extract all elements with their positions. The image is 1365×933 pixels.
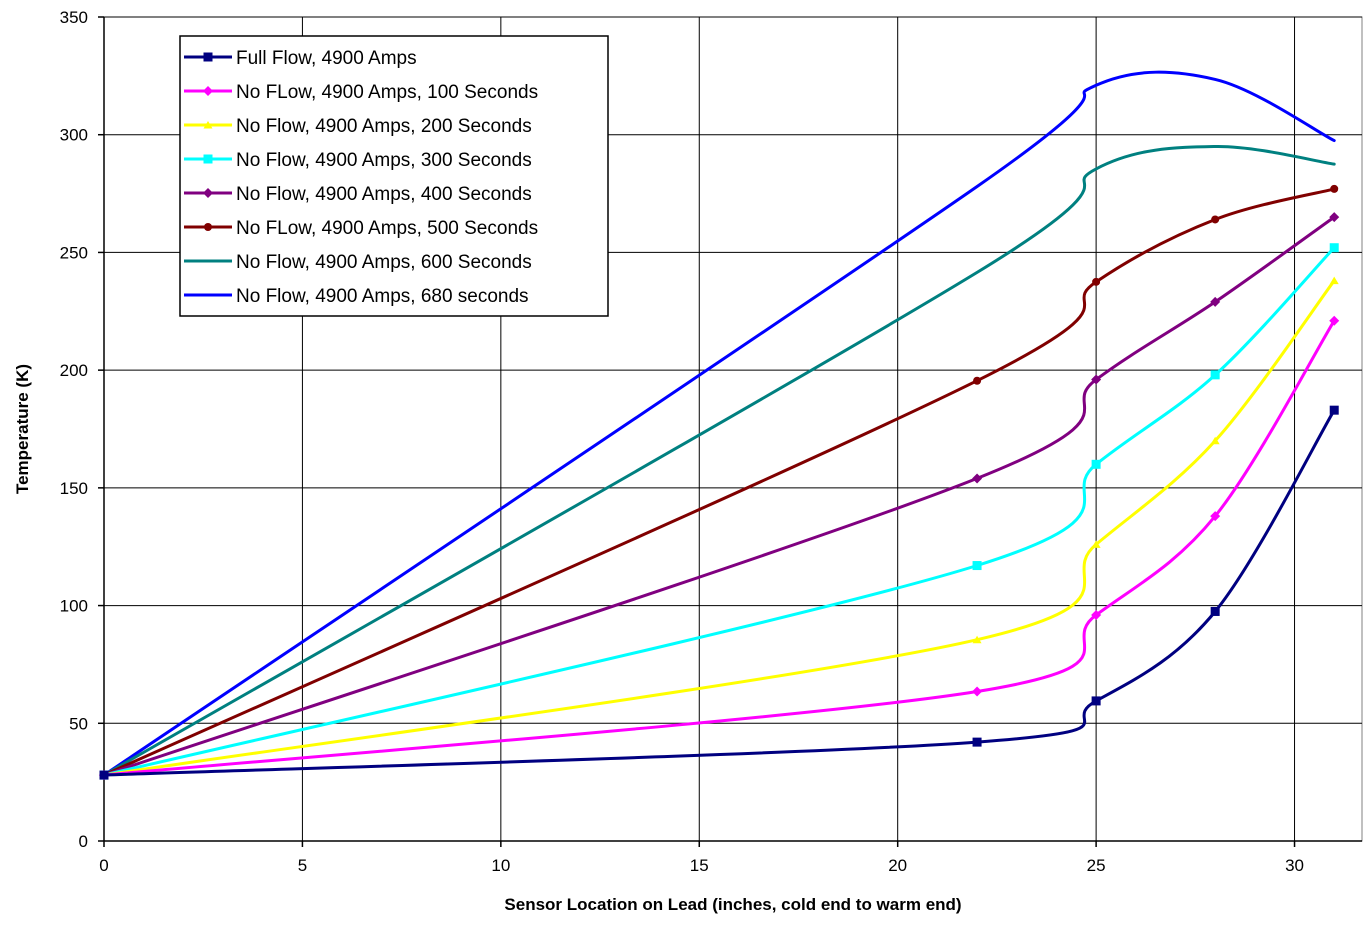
- data-point: [972, 635, 982, 644]
- series-line: [102, 279, 1336, 777]
- series: [99, 70, 1340, 781]
- legend-swatch-marker: [203, 188, 213, 198]
- data-point: [1330, 184, 1339, 193]
- x-tick-label: 25: [1087, 856, 1106, 875]
- y-tick-label: 150: [60, 479, 88, 498]
- series-line: [102, 319, 1336, 777]
- data-point: [1329, 405, 1339, 415]
- data-point: [1091, 459, 1101, 469]
- data-point: [1091, 540, 1101, 548]
- series-2: [99, 315, 1340, 781]
- data-point: [1210, 606, 1220, 616]
- series-line: [102, 246, 1336, 777]
- data-point: [972, 561, 982, 571]
- ticks: 0 50 100 150 200 250 300 350 0 5 10 15 20 25 30: [60, 8, 1304, 875]
- y-tick-label: 100: [60, 597, 88, 616]
- data-point: [1210, 370, 1220, 380]
- legend-swatch-marker: [203, 154, 213, 164]
- data-point: [1211, 215, 1220, 224]
- series-7: [102, 144, 1336, 777]
- legend-item: No Flow, 4900 Amps, 680 seconds: [184, 286, 529, 307]
- data-point: [1329, 212, 1340, 223]
- legend-label: No Flow, 4900 Amps, 680 seconds: [236, 286, 529, 307]
- legend-item: No Flow, 4900 Amps, 400 Seconds: [184, 184, 532, 205]
- data-point: [972, 737, 982, 747]
- legend-item: Full Flow, 4900 Amps: [184, 48, 417, 69]
- legend-label: No FLow, 4900 Amps, 500 Seconds: [236, 218, 538, 239]
- legend-item: No Flow, 4900 Amps, 600 Seconds: [184, 252, 532, 273]
- data-point: [972, 473, 983, 484]
- legend-label: Full Flow, 4900 Amps: [236, 48, 417, 69]
- legend-label: No FLow, 4900 Amps, 100 Seconds: [236, 82, 538, 103]
- data-point: [1210, 511, 1221, 522]
- data-point: [1210, 436, 1220, 445]
- x-tick-label: 0: [99, 856, 108, 875]
- legend-item: No Flow, 4900 Amps, 200 Seconds: [184, 116, 532, 137]
- data-point: [1329, 276, 1339, 285]
- data-point: [973, 376, 982, 385]
- axes: [103, 17, 1362, 842]
- legend-item: No Flow, 4900 Amps, 300 Seconds: [184, 150, 532, 171]
- x-tick-label: 20: [888, 856, 907, 875]
- legend-label: No Flow, 4900 Amps, 200 Seconds: [236, 116, 532, 137]
- series-line: [102, 408, 1336, 777]
- y-tick-label: 300: [60, 126, 88, 145]
- series-line: [102, 144, 1336, 777]
- series-line: [102, 70, 1336, 777]
- legend-swatch-marker: [203, 86, 213, 96]
- legend-label: No Flow, 4900 Amps, 600 Seconds: [236, 252, 532, 273]
- data-point: [1091, 374, 1102, 385]
- legend-swatch-marker: [203, 52, 213, 62]
- legend-item: No FLow, 4900 Amps, 500 Seconds: [184, 218, 538, 239]
- y-tick-label: 50: [69, 714, 88, 733]
- x-tick-label: 10: [491, 856, 510, 875]
- legend-swatch-marker: [204, 223, 212, 231]
- y-tick-label: 350: [60, 8, 88, 27]
- y-tick-label: 0: [79, 832, 88, 851]
- series-line: [102, 215, 1336, 777]
- series-3: [99, 276, 1339, 779]
- data-point: [1092, 277, 1101, 286]
- series-1: [99, 405, 1339, 780]
- x-tick-label: 5: [298, 856, 307, 875]
- legend: Full Flow, 4900 Amps No FLow, 4900 Amps, …: [179, 35, 609, 317]
- data-point: [1329, 243, 1339, 253]
- series-8: [102, 70, 1336, 777]
- legend-item: No FLow, 4900 Amps, 100 Seconds: [184, 82, 538, 103]
- x-tick-label: 30: [1285, 856, 1304, 875]
- y-axis-title: Temperature (K): [13, 364, 32, 494]
- data-point: [972, 686, 983, 697]
- data-point: [1091, 696, 1101, 706]
- data-point: [1329, 315, 1340, 326]
- y-tick-label: 200: [60, 361, 88, 380]
- data-point: [1210, 296, 1221, 307]
- data-point: [99, 770, 109, 780]
- legend-box: [179, 35, 609, 317]
- data-point: [1091, 609, 1102, 620]
- legend-swatch-marker: [203, 121, 213, 129]
- x-tick-label: 15: [690, 856, 709, 875]
- legend-label: No Flow, 4900 Amps, 400 Seconds: [236, 184, 532, 205]
- y-tick-label: 250: [60, 243, 88, 262]
- legend-label: No Flow, 4900 Amps, 300 Seconds: [236, 150, 532, 171]
- x-axis-title: Sensor Location on Lead (inches, cold en…: [504, 895, 961, 914]
